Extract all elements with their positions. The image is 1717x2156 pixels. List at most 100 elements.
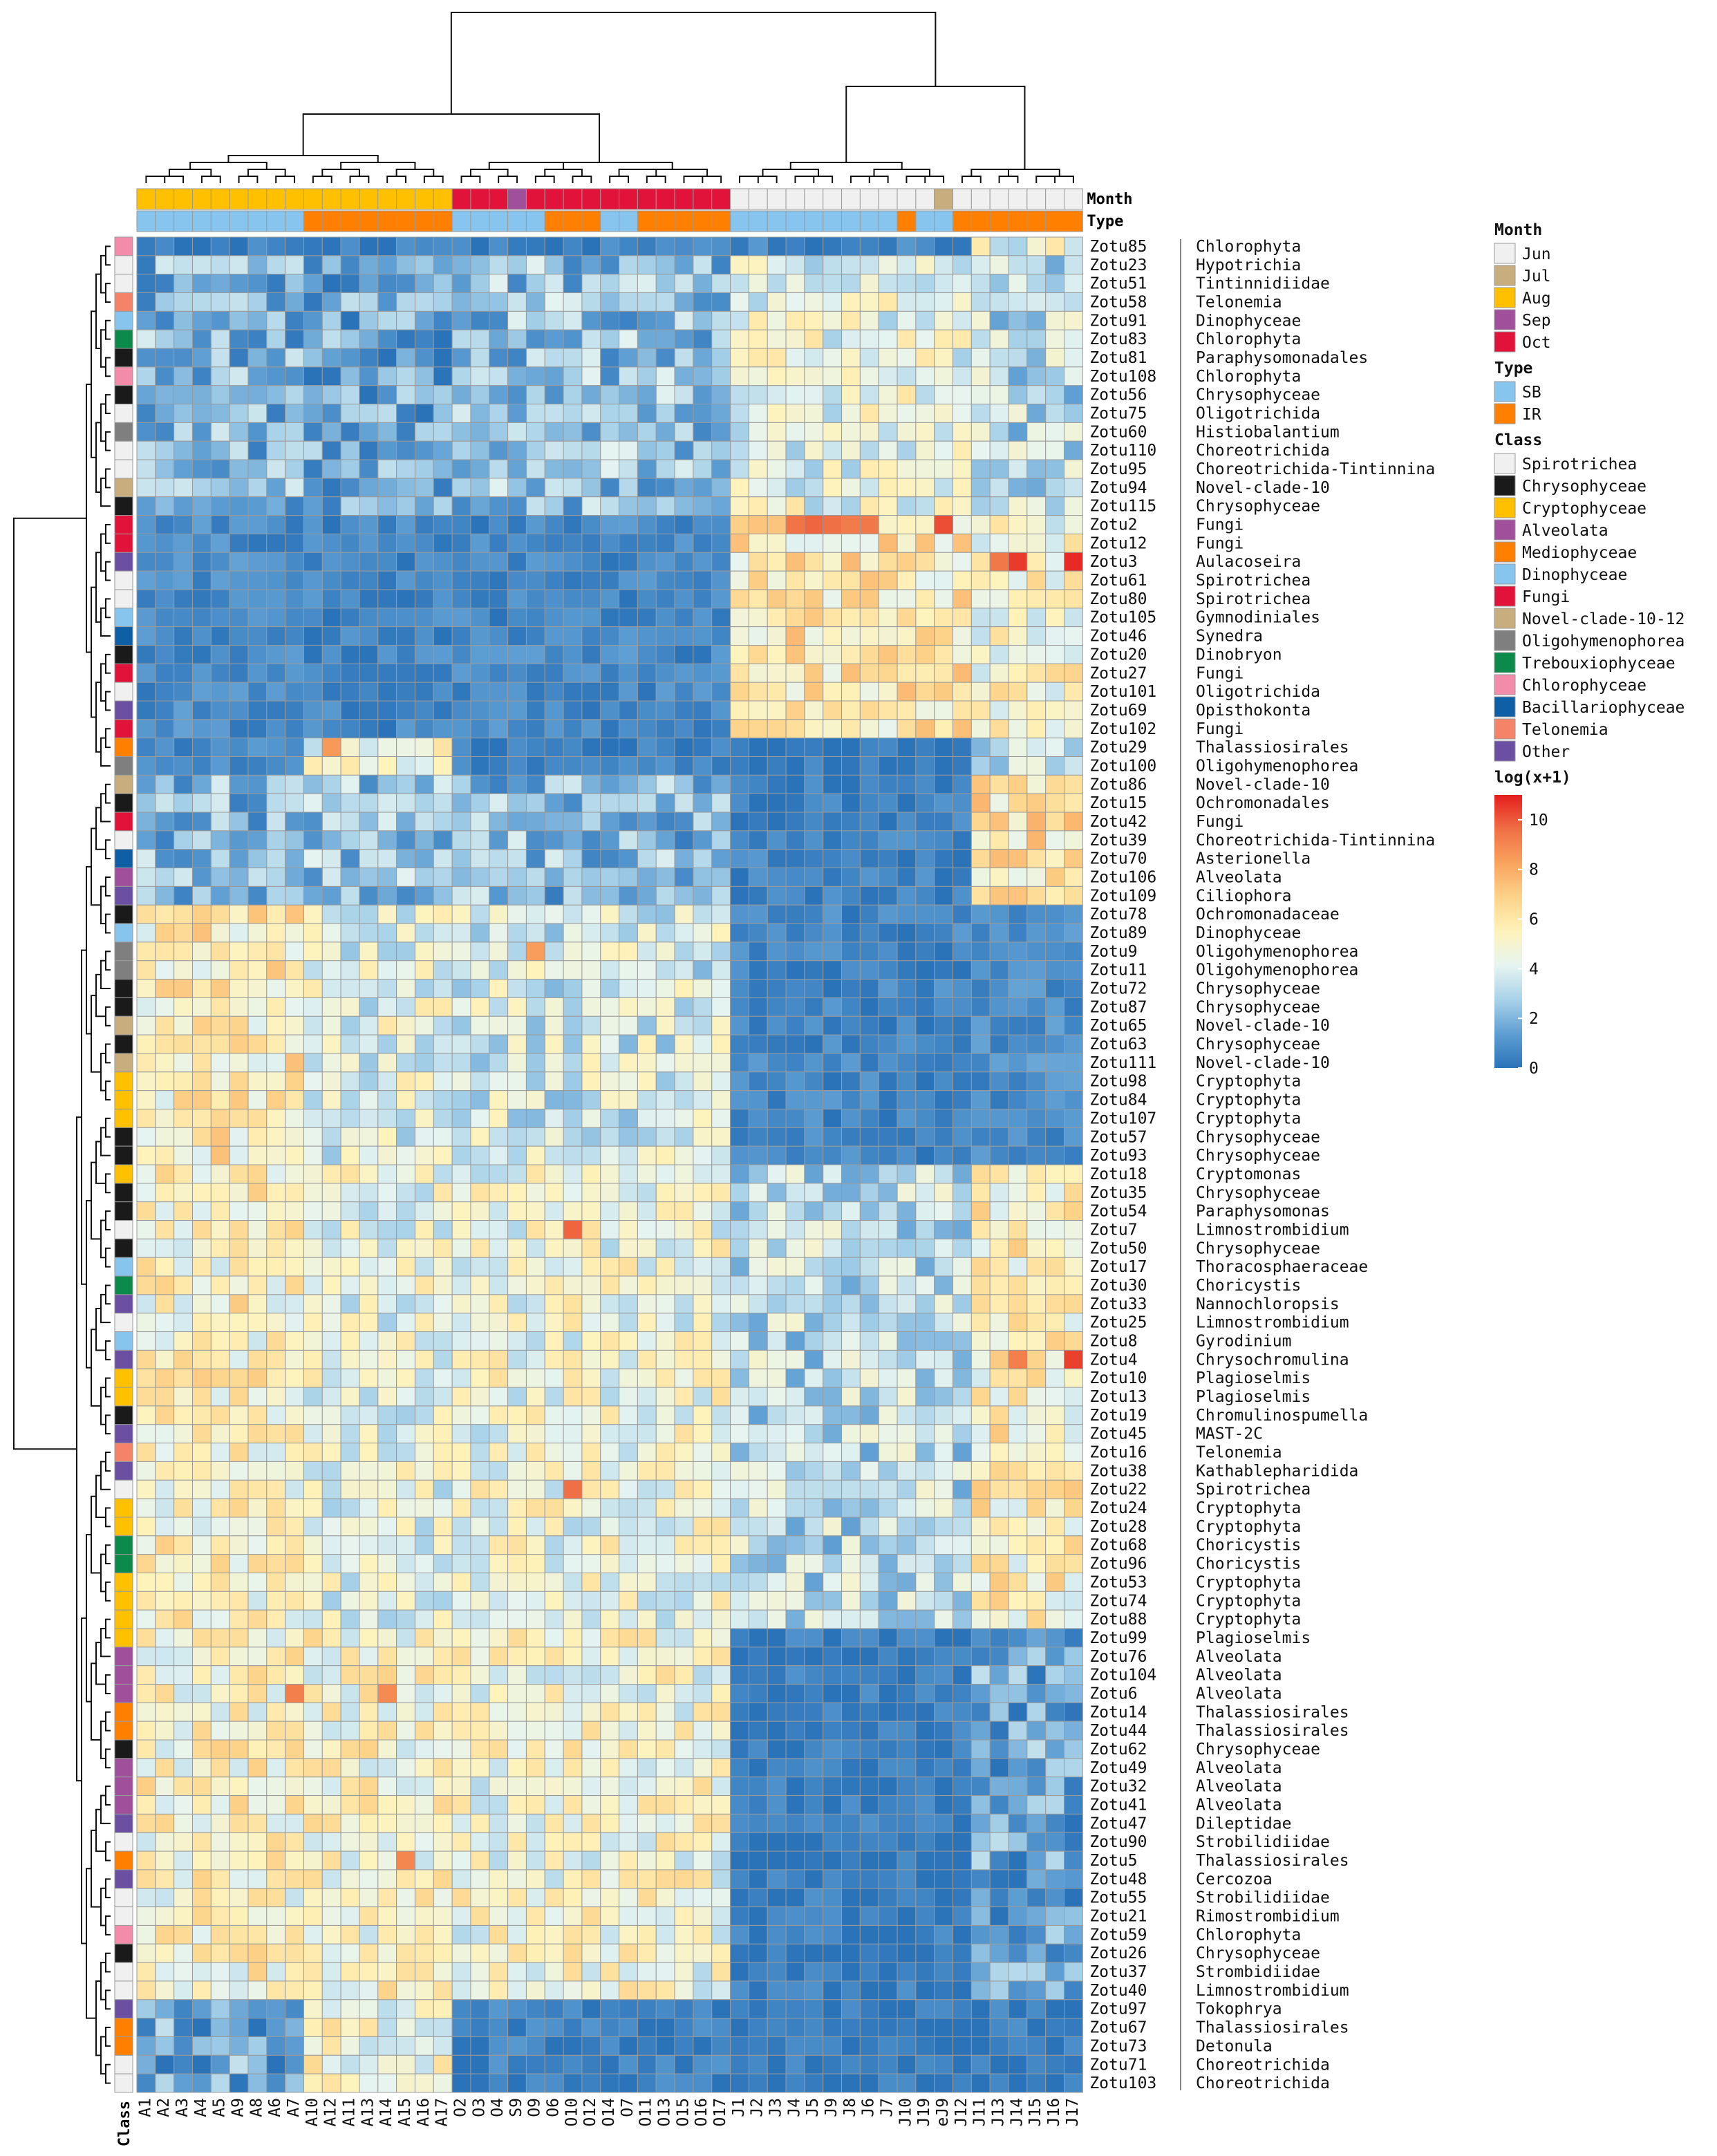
heatmap-cell — [841, 1647, 861, 1667]
heatmap-cell — [396, 663, 415, 683]
heatmap-cell — [136, 1758, 156, 1778]
heatmap-cell — [804, 1238, 824, 1258]
heatmap-cell — [544, 738, 564, 758]
heatmap-cell — [1064, 1034, 1083, 1054]
heatmap-cell — [655, 812, 675, 832]
heatmap-cell — [841, 1127, 861, 1147]
heatmap-cell — [229, 997, 249, 1017]
heatmap-cell — [953, 1498, 972, 1518]
heatmap-cell — [1045, 608, 1065, 628]
heatmap-cell — [321, 738, 341, 758]
heatmap-cell — [191, 329, 212, 349]
heatmap-cell — [377, 255, 397, 275]
heatmap-cell — [507, 1220, 527, 1239]
heatmap-cell — [897, 1349, 917, 1369]
month-cell — [507, 188, 527, 210]
heatmap-cell — [377, 849, 397, 869]
heatmap-cell — [1008, 1498, 1028, 1518]
heatmap-cell — [321, 1127, 341, 1147]
heatmap-cell — [525, 1758, 545, 1778]
heatmap-cell — [785, 830, 805, 850]
month-cell — [489, 188, 509, 210]
heatmap-cell — [841, 1665, 861, 1685]
heatmap-cell — [693, 292, 713, 312]
dendrogram-link — [526, 162, 673, 169]
heatmap-cell — [693, 626, 713, 646]
heatmap-cell — [229, 1647, 249, 1667]
heatmap-cell — [451, 589, 471, 609]
heatmap-cell — [229, 663, 249, 683]
heatmap-cell — [210, 1888, 230, 1908]
heatmap-cell — [303, 552, 323, 572]
class-cell — [114, 1758, 133, 1778]
heatmap-cell — [451, 310, 471, 330]
heatmap-cell — [823, 738, 843, 758]
heatmap-cell — [525, 1294, 545, 1314]
heatmap-cell — [823, 1294, 843, 1314]
heatmap-cell — [859, 348, 879, 368]
heatmap-cell — [1064, 533, 1083, 553]
heatmap-cell — [859, 1145, 879, 1165]
heatmap-cell — [507, 1684, 527, 1703]
heatmap-cell — [321, 1906, 341, 1926]
heatmap-cell — [544, 236, 564, 256]
heatmap-cell — [970, 1015, 991, 1035]
heatmap-cell — [637, 385, 657, 405]
heatmap-cell — [451, 1183, 471, 1203]
heatmap-cell — [414, 1517, 434, 1537]
month-cell — [859, 188, 879, 210]
dendrogram-link — [469, 169, 509, 176]
heatmap-cell — [1026, 1368, 1047, 1388]
heatmap-cell — [155, 1294, 175, 1314]
heatmap-cell — [711, 440, 731, 460]
heatmap-cell — [173, 830, 193, 850]
heatmap-cell — [1045, 626, 1065, 646]
heatmap-cell — [377, 1294, 397, 1314]
heatmap-cell — [841, 1739, 861, 1759]
heatmap-cell — [359, 1349, 379, 1369]
heatmap-cell — [785, 1071, 805, 1091]
heatmap-cell — [396, 1405, 415, 1425]
heatmap-cell — [767, 1090, 787, 1109]
heatmap-cell — [173, 440, 193, 460]
heatmap-cell — [878, 533, 898, 553]
heatmap-cell — [433, 849, 453, 869]
heatmap-cell — [1045, 1461, 1065, 1481]
heatmap-cell — [136, 478, 156, 498]
heatmap-cell — [711, 1647, 731, 1667]
heatmap-cell — [210, 1795, 230, 1815]
heatmap-cell — [136, 329, 156, 349]
heatmap-cell — [1064, 1015, 1083, 1035]
heatmap-cell — [953, 608, 972, 628]
month-cell — [655, 188, 675, 210]
heatmap-cell — [934, 700, 954, 720]
heatmap-cell — [173, 997, 193, 1017]
heatmap-cell — [897, 904, 917, 924]
heatmap-cell — [1008, 329, 1028, 349]
heatmap-cell — [321, 552, 341, 572]
heatmap-cell — [544, 1275, 564, 1295]
month-cell — [266, 188, 286, 210]
heatmap-cell — [414, 1127, 434, 1147]
heatmap-cell — [155, 1164, 175, 1184]
heatmap-cell — [470, 774, 490, 794]
heatmap-cell — [285, 904, 304, 924]
class-cell — [114, 923, 133, 943]
heatmap-cell — [767, 830, 787, 850]
heatmap-cell — [841, 1015, 861, 1035]
heatmap-cell — [507, 1294, 527, 1314]
heatmap-cell — [359, 459, 379, 479]
heatmap-cell — [340, 626, 360, 646]
heatmap-cell — [1008, 1313, 1028, 1333]
heatmap-cell — [804, 1591, 824, 1611]
heatmap-cell — [266, 1294, 286, 1314]
heatmap-cell — [619, 274, 638, 294]
heatmap-cell — [544, 459, 564, 479]
heatmap-cell — [581, 329, 601, 349]
heatmap-cell — [1045, 941, 1065, 962]
type-cell — [285, 210, 304, 232]
heatmap-cell — [711, 496, 731, 516]
heatmap-cell — [915, 644, 935, 664]
heatmap-cell — [525, 1665, 545, 1685]
heatmap-cell — [321, 997, 341, 1017]
